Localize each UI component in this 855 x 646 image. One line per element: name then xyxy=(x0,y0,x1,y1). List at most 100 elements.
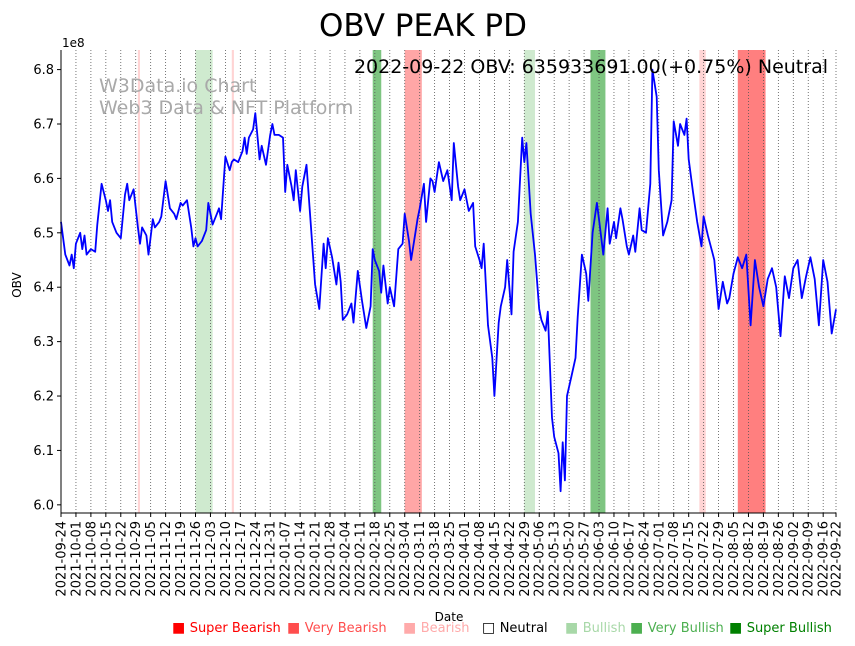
legend-item-neutral: □ Neutral xyxy=(482,620,548,636)
legend-label: Very Bullish xyxy=(647,621,724,636)
legend-item-very-bullish: ■ Very Bullish xyxy=(630,620,724,636)
y-ticks: 6.0 6.1 6.2 6.3 6.4 6.5 6.6 6.7 6.8 xyxy=(33,63,61,513)
x-tick-label: 2021-12-10 xyxy=(219,521,234,597)
x-tick-label: 2022-01-21 xyxy=(309,521,324,597)
y-multiplier-label: 1e8 xyxy=(62,36,85,50)
x-tick-label: 2022-08-26 xyxy=(772,521,787,597)
band-super-bearish xyxy=(737,50,766,513)
x-tick-label: 2022-07-22 xyxy=(697,521,712,597)
x-tick-label: 2021-10-22 xyxy=(114,521,129,597)
x-tick-label: 2022-04-08 xyxy=(473,521,488,597)
x-tick-label: 2022-03-04 xyxy=(398,521,413,597)
band-bullish xyxy=(524,50,535,513)
x-tick-label: 2022-05-27 xyxy=(578,521,593,597)
x-tick-label: 2022-01-07 xyxy=(279,521,294,597)
band-very-bearish xyxy=(404,50,422,513)
x-tick-label: 2021-10-29 xyxy=(129,521,144,597)
legend: ■ Super Bearish ■ Very Bearish ■ Bearish □ … xyxy=(0,620,855,640)
x-tick-label: 2021-11-26 xyxy=(189,521,204,597)
x-tick-label: 2022-06-03 xyxy=(593,521,608,597)
x-tick-label: 2022-04-15 xyxy=(488,521,503,597)
x-tick-label: 2022-07-08 xyxy=(667,521,682,597)
legend-swatch: ■ xyxy=(630,620,648,636)
legend-label: Bullish xyxy=(582,621,626,636)
band-very-bullish xyxy=(590,50,606,513)
axes xyxy=(60,50,836,514)
x-tick-label: 2022-02-18 xyxy=(368,521,383,597)
y-axis-label: OBV xyxy=(10,271,24,297)
band-bearish xyxy=(231,50,234,513)
legend-item-bullish: ■ Bullish xyxy=(565,620,626,636)
band-bullish xyxy=(195,50,213,513)
x-tick-label: 2021-12-24 xyxy=(249,521,264,597)
y-tick-label: 6.7 xyxy=(33,117,54,132)
x-tick-label: 2022-01-14 xyxy=(294,521,309,597)
y-tick-label: 6.3 xyxy=(33,335,54,350)
x-tick-label: 2022-09-16 xyxy=(817,521,832,597)
x-tick-label: 2022-03-25 xyxy=(443,521,458,597)
x-tick-label: 2022-05-13 xyxy=(548,521,563,597)
watermark: W3Data.io Chart Web3 Data & NFT Platform xyxy=(99,75,353,119)
band-bearish xyxy=(137,50,140,513)
obv-line xyxy=(60,68,837,493)
x-tick-label: 2021-11-12 xyxy=(159,521,174,597)
x-tick-label: 2022-04-01 xyxy=(458,521,473,597)
x-tick-label: 2022-07-15 xyxy=(682,521,697,597)
x-tick-label: 2021-12-31 xyxy=(264,521,279,597)
legend-item-bearish: ■ Bearish xyxy=(403,620,470,636)
y-tick-label: 6.4 xyxy=(33,281,54,296)
x-tick-label: 2022-06-10 xyxy=(608,521,623,597)
x-tick-label: 2021-10-15 xyxy=(99,521,114,597)
legend-swatch: □ xyxy=(482,620,500,636)
legend-item-super-bullish: ■ Super Bullish xyxy=(729,620,832,636)
legend-label: Super Bearish xyxy=(189,621,281,636)
y-tick-label: 6.8 xyxy=(33,63,54,78)
legend-swatch: ■ xyxy=(729,620,747,636)
legend-label: Bearish xyxy=(420,621,470,636)
legend-item-very-bearish: ■ Very Bearish xyxy=(287,620,387,636)
y-tick-label: 6.1 xyxy=(33,444,54,459)
x-tick-label: 2022-07-29 xyxy=(712,521,727,597)
x-tick-label: 2022-01-28 xyxy=(324,521,339,597)
legend-label: Neutral xyxy=(499,621,548,636)
x-tick-label: 2022-06-24 xyxy=(637,521,652,597)
obv-series xyxy=(60,68,837,493)
x-tick-label: 2021-12-17 xyxy=(234,521,249,597)
x-tick-label: 2021-11-19 xyxy=(174,521,189,597)
x-tick-label: 2022-02-11 xyxy=(353,521,368,597)
x-ticks: 2021-09-24 2021-10-01 2021-10-08 2021-10-15… xyxy=(55,513,845,597)
y-tick-label: 6.0 xyxy=(33,498,54,513)
x-tick-label: 2022-05-20 xyxy=(563,521,578,597)
x-tick-label: 2022-09-09 xyxy=(802,521,817,597)
legend-item-super-bearish: ■ Super Bearish xyxy=(172,620,281,636)
x-tick-label: 2022-07-01 xyxy=(652,521,667,597)
latest-value-annotation: 2022-09-22 OBV: 635933691.00(+0.75%) Neu… xyxy=(354,56,828,78)
x-tick-label: 2022-05-06 xyxy=(533,521,548,597)
x-tick-label: 2021-09-24 xyxy=(55,521,70,597)
chart-title: OBV PEAK PD xyxy=(319,8,527,44)
y-tick-label: 6.2 xyxy=(33,390,54,405)
x-tick-label: 2022-03-11 xyxy=(413,521,428,597)
x-tick-label: 2022-06-17 xyxy=(622,521,637,597)
x-tick-label: 2022-03-18 xyxy=(428,521,443,597)
legend-swatch: ■ xyxy=(403,620,421,636)
x-tick-label: 2022-08-19 xyxy=(757,521,772,597)
x-tick-label: 2022-04-22 xyxy=(503,521,518,597)
y-tick-label: 6.6 xyxy=(33,172,54,187)
x-axis-label: Date xyxy=(435,610,464,624)
x-tick-label: 2022-02-25 xyxy=(383,521,398,597)
x-tick-label: 2021-12-03 xyxy=(204,521,219,597)
legend-label: Super Bullish xyxy=(746,621,832,636)
x-tick-label: 2022-08-05 xyxy=(727,521,742,597)
watermark-line-1: W3Data.io Chart xyxy=(99,75,256,97)
x-tick-label: 2022-09-22 xyxy=(830,521,845,597)
x-tick-label: 2022-02-04 xyxy=(339,521,354,597)
legend-swatch: ■ xyxy=(287,620,305,636)
watermark-line-2: Web3 Data & NFT Platform xyxy=(99,97,353,119)
legend-swatch: ■ xyxy=(172,620,190,636)
x-tick-label: 2021-10-01 xyxy=(69,521,84,597)
x-tick-label: 2021-11-05 xyxy=(144,521,159,597)
x-gridlines xyxy=(60,50,837,513)
signal-bands xyxy=(137,50,766,513)
